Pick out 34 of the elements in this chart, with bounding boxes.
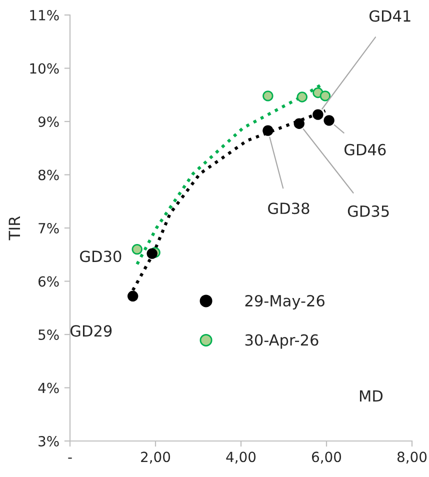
x-tick-label: 6,00 — [312, 452, 342, 464]
y-tick-label: 7% — [38, 222, 59, 234]
x-axis-title: MD — [360, 390, 383, 402]
y-tick-label: 9% — [38, 116, 59, 127]
point — [146, 248, 158, 259]
annotation: GD30 — [80, 250, 122, 262]
point — [320, 90, 331, 102]
y-tick-label: 3% — [38, 436, 59, 446]
annotation: GD41 — [370, 10, 410, 22]
y-tick-label: 10% — [30, 63, 59, 74]
legend-label: 29-May-26 — [245, 294, 324, 310]
x-tick-label: 8,00 — [397, 452, 427, 464]
point — [262, 90, 274, 102]
y-tick-label: 11% — [30, 10, 59, 20]
y-tick-label: 4% — [38, 382, 59, 394]
point — [296, 92, 308, 102]
point — [127, 290, 138, 302]
x-tick-label: 4,00 — [226, 452, 256, 464]
point — [324, 115, 334, 126]
x-tick-label: - — [68, 458, 72, 459]
y-axis-title: TIR — [8, 216, 20, 240]
annotation: GD29 — [70, 325, 112, 337]
point — [294, 118, 304, 129]
y-tick-label: 8% — [38, 170, 59, 180]
point — [132, 244, 142, 255]
annotation: GD35 — [348, 205, 389, 217]
y-tick-label: 5% — [38, 329, 59, 340]
legend-label: 30-Apr-26 — [245, 334, 318, 349]
y-tick-label: 6% — [38, 276, 59, 287]
point — [312, 109, 324, 120]
annotation: GD46 — [344, 144, 386, 156]
x-tick-label: 2,00 — [141, 452, 170, 464]
point — [262, 125, 274, 136]
annotation: GD38 — [268, 202, 310, 214]
